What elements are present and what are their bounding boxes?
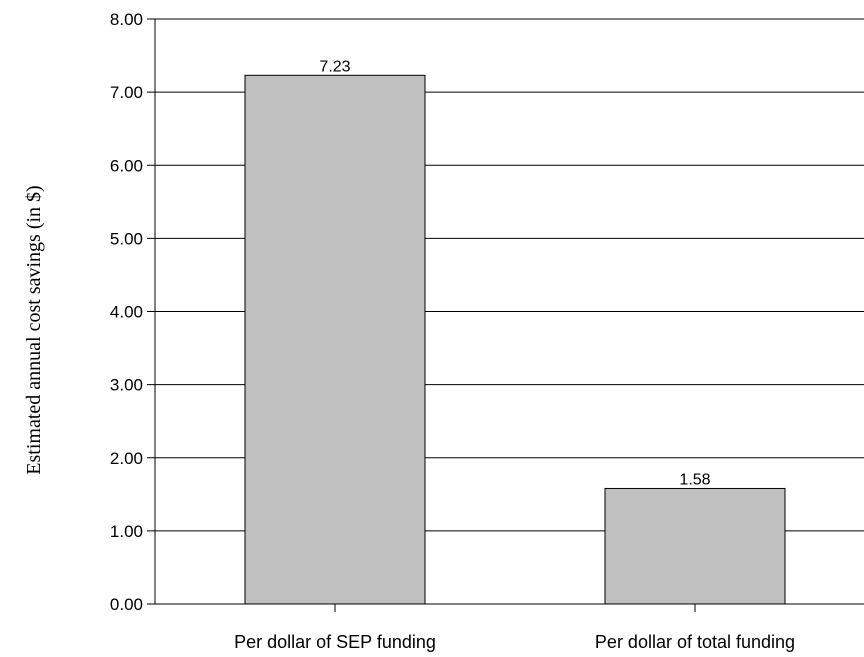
y-tick-label: 5.00 — [110, 229, 143, 248]
data-label: 7.23 — [319, 58, 350, 75]
bars — [244, 74, 786, 605]
bar — [604, 487, 786, 605]
x-category-label: Per dollar of SEP funding — [234, 632, 436, 652]
y-tick-label: 2.00 — [110, 449, 143, 468]
y-axis-title: Estimated annual cost savings (in $) — [23, 185, 45, 474]
bar — [244, 74, 426, 605]
y-tick-label: 0.00 — [110, 595, 143, 614]
y-tick-label: 3.00 — [110, 376, 143, 395]
labels: 0.00 1.00 2.00 3.00 4.00 5.00 6.00 7.00 8.00 7.23… — [110, 10, 795, 652]
y-tick-label: 6.00 — [110, 156, 143, 175]
y-tick-label: 1.00 — [110, 522, 143, 541]
y-tick-label: 7.00 — [110, 83, 143, 102]
axes — [147, 18, 864, 612]
y-tick-label: 4.00 — [110, 303, 143, 322]
x-category-label: Per dollar of total funding — [595, 632, 795, 652]
data-label: 1.58 — [679, 471, 710, 488]
y-tick-label: 8.00 — [110, 10, 143, 29]
